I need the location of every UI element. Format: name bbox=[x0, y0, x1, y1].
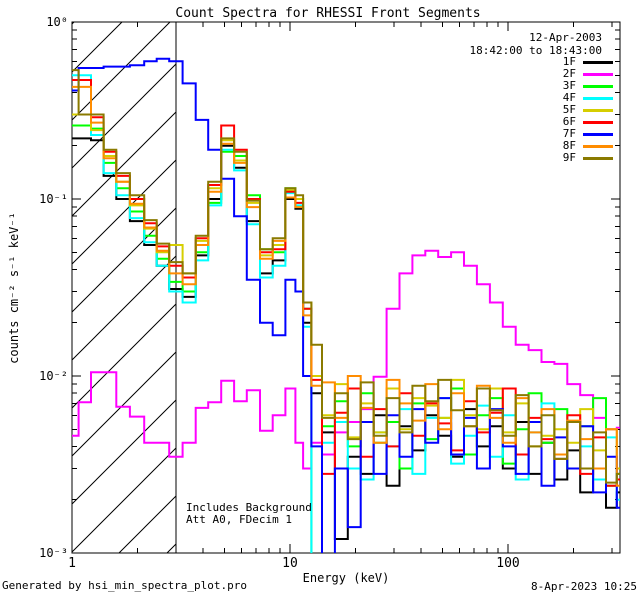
legend-label: 7F bbox=[562, 127, 576, 140]
attenuator-note: Att A0, FDecim 1 bbox=[186, 513, 292, 526]
y-tick-label: 10⁻² bbox=[39, 369, 68, 383]
y-tick-label: 10⁻³ bbox=[39, 546, 68, 560]
series-7F bbox=[72, 57, 620, 553]
legend-swatch-line bbox=[583, 72, 613, 76]
legend-label: 1F bbox=[562, 55, 576, 68]
legend-label: 8F bbox=[562, 139, 576, 152]
legend-label: 4F bbox=[562, 91, 576, 104]
legend-label: 9F bbox=[562, 151, 576, 164]
chart-title: Count Spectra for RHESSI Front Segments bbox=[175, 6, 481, 21]
legend-label: 2F bbox=[562, 67, 576, 80]
legend-label: 5F bbox=[562, 103, 576, 116]
legend-swatch-line bbox=[583, 84, 613, 88]
legend-item: 6F bbox=[563, 116, 613, 128]
legend-swatch-line bbox=[583, 156, 613, 160]
x-tick-label: 10 bbox=[282, 556, 298, 571]
legend-label: 6F bbox=[562, 115, 576, 128]
legend-swatch-line bbox=[583, 60, 613, 64]
legend-item: 4F bbox=[563, 92, 613, 104]
legend-item: 5F bbox=[563, 104, 613, 116]
legend-item: 2F bbox=[563, 68, 613, 80]
generated-by-label: Generated by hsi_min_spectra_plot.pro bbox=[2, 579, 248, 592]
y-tick-label: 10⁰ bbox=[46, 15, 68, 29]
spectra-curves bbox=[72, 57, 620, 553]
hatched-attenuated-region bbox=[72, 22, 177, 553]
legend-item: 8F bbox=[563, 140, 613, 152]
legend-swatch-line bbox=[583, 144, 613, 148]
legend-label: 3F bbox=[562, 79, 576, 92]
x-tick-label: 1 bbox=[68, 556, 76, 571]
legend-swatch-line bbox=[583, 120, 613, 124]
legend-item: 1F bbox=[563, 56, 613, 68]
plot-note: Includes Background Att A0, FDecim 1 bbox=[186, 502, 312, 526]
y-tick-label: 10⁻¹ bbox=[39, 192, 68, 206]
x-tick-label: 100 bbox=[496, 556, 519, 571]
series-9F bbox=[72, 69, 620, 484]
plot-frame bbox=[71, 21, 621, 554]
legend-swatch-line bbox=[583, 132, 613, 136]
legend-item: 7F bbox=[563, 128, 613, 140]
legend: 1F 2F 3F 4F 5F 6F 7F 8F 9F bbox=[563, 56, 613, 164]
time-range-label: 18:42:00 to 18:43:00 bbox=[469, 44, 602, 57]
legend-item: 9F bbox=[563, 152, 613, 164]
x-axis-title: Energy (keV) bbox=[302, 571, 390, 585]
date-label: 12-Apr-2003 bbox=[529, 31, 602, 44]
background-note: Includes Background bbox=[186, 501, 312, 514]
y-axis-title: counts cm⁻² s⁻¹ keV⁻¹ bbox=[7, 212, 21, 364]
axes bbox=[71, 21, 621, 554]
legend-swatch-line bbox=[583, 96, 613, 100]
legend-item: 3F bbox=[563, 80, 613, 92]
plot-timestamp: 8-Apr-2023 10:25 bbox=[531, 580, 637, 593]
legend-swatch-line bbox=[583, 108, 613, 112]
